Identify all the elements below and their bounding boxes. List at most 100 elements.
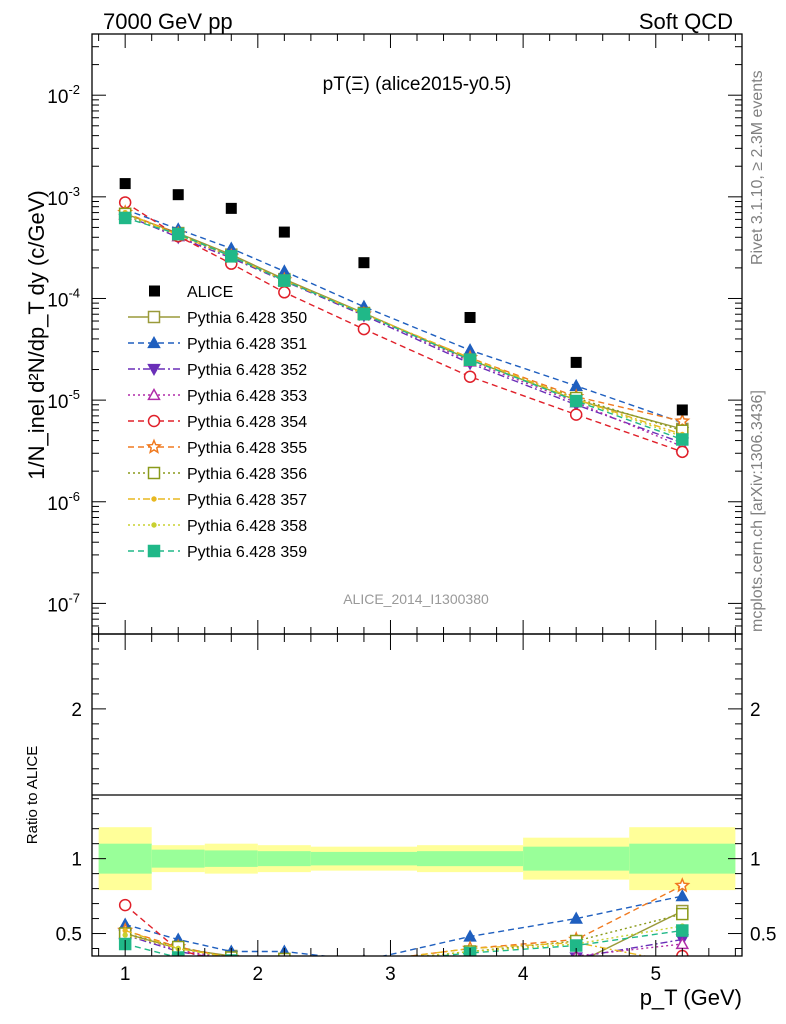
series-line [124, 208, 683, 424]
data-marker [362, 953, 365, 956]
legend-item-pythia-6-428-358: Pythia 6.428 358 [128, 518, 307, 535]
data-marker [282, 957, 286, 961]
data-marker [226, 958, 237, 969]
ratio-series-pythia-6-428-357 [122, 927, 684, 965]
inner-band [523, 846, 630, 871]
ratio-y-tick-labels: 0.5 0.5 1 1 2 2 [56, 700, 777, 946]
data-marker [463, 370, 477, 383]
legend-item-pythia-6-428-353: Pythia 6.428 353 [128, 387, 307, 405]
legend-label: ALICE [187, 284, 233, 301]
tick-base: 10 [47, 87, 68, 108]
data-marker [357, 955, 371, 956]
analysis-watermark: ALICE_2014_I1300380 [343, 591, 489, 607]
legend-label: Pythia 6.428 352 [187, 362, 307, 379]
data-marker [147, 466, 161, 480]
legend-item-pythia-6-428-351: Pythia 6.428 351 [128, 335, 307, 353]
legend-label: Pythia 6.428 356 [187, 466, 307, 483]
data-marker [147, 414, 161, 428]
x-tick-label: 5 [650, 964, 661, 985]
tick-exponent: -5 [68, 387, 80, 402]
main-y-tick-label: 10-4 [47, 285, 80, 311]
data-marker [676, 433, 689, 446]
data-marker [676, 924, 689, 937]
main-axis-ticks [92, 33, 742, 635]
ratio-series-line [125, 929, 683, 956]
ratio-y-axis-label: Ratio to ALICE [24, 746, 41, 844]
ratio-series-line [125, 895, 683, 956]
data-marker [465, 958, 476, 969]
ratio-y-tick-label-left: 0.5 [56, 925, 82, 946]
data-marker [151, 522, 157, 528]
legend-item-pythia-6-428-355: Pythia 6.428 355 [128, 438, 307, 457]
tick-base: 10 [47, 392, 68, 413]
legend-item-pythia-6-428-350: Pythia 6.428 350 [128, 310, 307, 327]
alice-point [278, 226, 290, 238]
main-series-group [117, 196, 691, 459]
ratio-series-line [125, 925, 683, 956]
tick-exponent: -3 [68, 184, 80, 199]
data-marker [676, 907, 689, 921]
data-marker [147, 335, 161, 349]
data-marker [358, 959, 369, 969]
data-marker [278, 286, 291, 299]
main-y-tick-label: 10-7 [47, 590, 80, 616]
legend-label: Pythia 6.428 350 [187, 310, 307, 327]
ratio-y-tick-label-right: 2 [750, 700, 761, 721]
data-marker [278, 274, 291, 287]
x-tick-label: 2 [253, 964, 264, 985]
data-marker [674, 877, 691, 893]
ratio-axis-ticks [92, 634, 742, 956]
inner-band [417, 851, 524, 867]
plot-title: pT(Ξ) (alice2015-y0.5) [323, 74, 512, 95]
data-marker [463, 353, 477, 366]
series-pythia-6-428-359 [118, 211, 689, 446]
data-marker [358, 958, 369, 969]
series-line [124, 213, 683, 430]
main-y-label-text: 1/N_inel d²N/dp_T dy (c/GeV) [24, 190, 49, 479]
legend-item-alice: ALICE [149, 284, 233, 301]
main-panel: 10-710-610-510-410-310-2 pT(Ξ) (alice201… [47, 33, 743, 635]
main-y-tick-label: 10-6 [47, 489, 80, 515]
tick-base: 10 [47, 494, 68, 515]
tick-base: 10 [47, 595, 68, 616]
data-marker [118, 898, 132, 912]
data-marker [147, 310, 161, 324]
x-tick-labels: 1 2 3 4 5 [120, 964, 661, 985]
data-marker [675, 889, 690, 902]
main-y-label-group: 1/N_inel d²N/dp_T dy (c/GeV) [24, 190, 49, 479]
inner-band [629, 843, 736, 874]
series-line [124, 217, 683, 441]
data-marker [680, 961, 684, 965]
data-marker [465, 958, 476, 969]
alice-point [358, 257, 370, 269]
data-marker [171, 227, 185, 241]
main-y-axis-label: 1/N_inel d²N/dp_T dy (c/GeV) [24, 190, 49, 479]
ratio-panel: 0.5 0.5 1 1 2 2 1 2 3 4 5 Ratio to ALICE p_T (GeV… [24, 633, 777, 1010]
ratio-series-pythia-6-428-358 [122, 923, 686, 956]
data-marker [279, 959, 290, 969]
inner-band [310, 851, 417, 866]
tick-base: 10 [47, 189, 68, 210]
series-line [124, 201, 683, 453]
tick-exponent: -4 [68, 285, 80, 300]
data-marker [118, 211, 132, 225]
ratio-series-pythia-6-428-354 [118, 898, 689, 969]
x-axis-label-text: p_T (GeV) [640, 985, 742, 1010]
legend-item-pythia-6-428-357: Pythia 6.428 357 [128, 492, 307, 509]
inner-band [257, 851, 311, 867]
data-marker [147, 387, 161, 401]
legend-label: Pythia 6.428 359 [187, 544, 307, 561]
ratio-series-line [124, 932, 683, 956]
data-marker [676, 445, 689, 459]
alice-point [225, 202, 237, 214]
main-y-tick-label: 10-5 [47, 387, 80, 413]
legend: ALICE Pythia 6.428 350 Pythia 6.428 351 Pyt… [128, 284, 307, 561]
data-marker [674, 412, 691, 429]
data-marker [225, 250, 238, 263]
data-marker [122, 927, 128, 934]
data-marker [357, 322, 371, 336]
data-marker [465, 959, 476, 969]
alice-point [119, 178, 131, 190]
legend-label: Pythia 6.428 354 [187, 414, 307, 431]
legend-item-pythia-6-428-359: Pythia 6.428 359 [128, 544, 307, 561]
